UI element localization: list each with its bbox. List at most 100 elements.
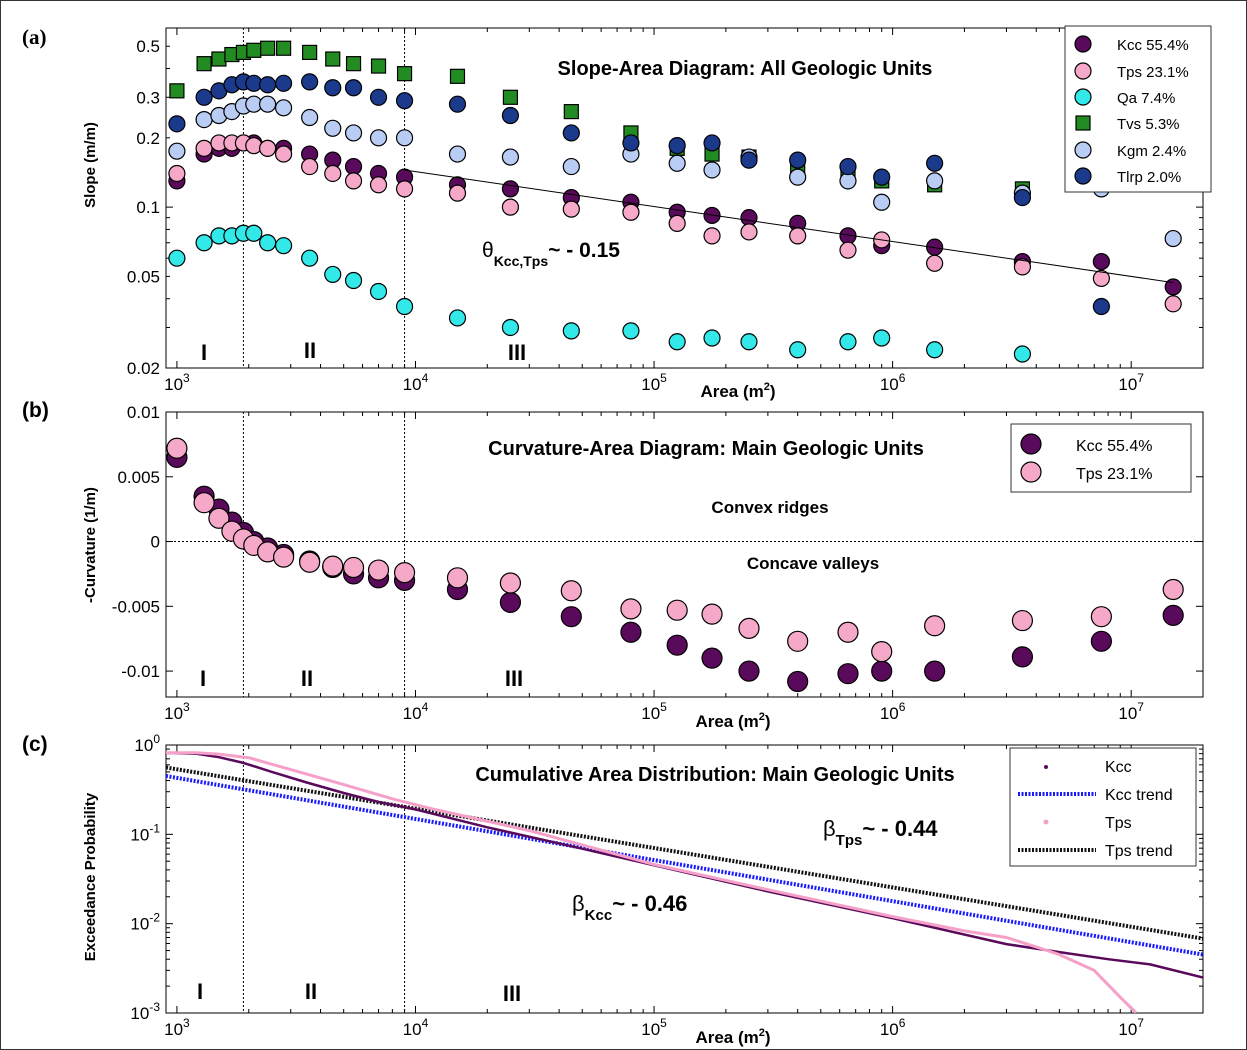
panel-c-region-1: I (197, 979, 203, 1004)
panel-a-point-tps (740, 223, 758, 241)
panel-a-point-tlrp (395, 92, 414, 110)
panel-a-point-tps (301, 157, 319, 176)
panel-a-point-qa (168, 249, 186, 267)
panel-b-xlabel: Area (m2) (695, 711, 770, 731)
panel-b-legend-kcc: Kcc 55.4% (1020, 433, 1152, 455)
panel-b-y-tick-label: -0.01 (121, 662, 160, 681)
panel-a-point-tlrp (562, 124, 580, 142)
panel-b-y-tick-label: 0.01 (127, 403, 160, 422)
panel-b-legend-tps: Tps 23.1% (1020, 461, 1152, 483)
panel-a-point-kgm (873, 193, 891, 211)
panel-c-x-tick-label: 103 (164, 1016, 190, 1039)
panel-b-point-tps (272, 546, 295, 568)
panel-b-point-tps (787, 630, 809, 652)
panel-a-y-tick-label: 0.3 (136, 88, 160, 107)
panel-c-data (166, 751, 1203, 1013)
panel-a-point-tlrp (448, 95, 467, 113)
panel-c-line-kcc (166, 751, 1203, 979)
panel-b-point-tps (738, 617, 760, 639)
panel-b-label: (b) (22, 399, 49, 422)
panel-b-point-tps (446, 567, 469, 589)
panel-c-y-tick-label: 10-3 (130, 1000, 160, 1023)
panel-a-point-qa (369, 282, 388, 301)
panel-c-legend: Kcc Kcc trend Tps Tps trend (1009, 747, 1197, 867)
panel-a-point-tps (195, 139, 213, 157)
panel-a-point-qa (562, 322, 580, 340)
panel-a-legend-tvs: Tvs 5.3% (1075, 115, 1180, 133)
panel-b-point-kcc (787, 670, 809, 693)
panel-a-point-tvs (449, 68, 466, 84)
panel-b-curvature-area: (b) -Curvature (1/m) 103 104 105 106 107 -0.0… (22, 399, 1204, 731)
panel-a-point-tps (1092, 269, 1110, 288)
panel-a-legend-kgm: Kgm 2.4% (1074, 141, 1186, 160)
panel-a-point-tps (245, 137, 263, 155)
panel-a-y-tick-label: 0.1 (136, 198, 160, 217)
panel-c-region-3: III (503, 981, 521, 1006)
panel-a-point-tps (324, 164, 342, 183)
panel-a-point-tlrp (873, 168, 891, 186)
panel-b-point-kcc (666, 634, 688, 656)
panel-a-point-qa (344, 271, 363, 290)
panel-b-point-tps (499, 572, 522, 594)
panel-c-y-tick-label: 10-2 (130, 911, 160, 934)
panel-a-point-kgm (1164, 229, 1182, 248)
panel-a-point-kgm (562, 157, 580, 176)
panel-c-ylabel: Exceedance Probability (82, 792, 99, 961)
panel-a-point-tvs (275, 40, 292, 56)
panel-a-point-tvs (169, 83, 185, 99)
panel-a-point-tps (259, 139, 277, 157)
panel-a-point-qa (301, 249, 319, 267)
panel-a-point-kgm (344, 124, 363, 142)
panel-c-y-tick-label: 100 (134, 732, 160, 755)
panel-c-x-tick-label: 106 (880, 1016, 906, 1039)
panel-b-point-tps (837, 621, 859, 643)
panel-a-point-qa (395, 297, 414, 316)
panel-a-point-kcc (501, 180, 520, 198)
panel-a-point-tps (839, 241, 857, 259)
panel-a-point-kgm (703, 161, 721, 179)
svg-text:Tps: Tps (1105, 815, 1132, 832)
panel-b-y-tick-label: -0.005 (112, 597, 160, 616)
panel-a-point-tlrp (668, 137, 686, 155)
panel-a-point-tlrp (1013, 188, 1032, 207)
panel-c-legend-kcc-trend: Kcc trend (1018, 787, 1173, 804)
panel-a-point-tlrp (274, 74, 293, 92)
panel-a-region-3: III (508, 340, 526, 365)
panel-b-region-3: III (505, 666, 523, 691)
panel-a-x-tick-label: 104 (403, 371, 429, 394)
svg-text:Qa 7.4%: Qa 7.4% (1117, 90, 1175, 107)
panel-a-point-tps (448, 184, 467, 202)
panel-a-point-qa (839, 333, 857, 351)
panel-a-label: (a) (22, 25, 47, 49)
panel-a-point-qa (259, 234, 277, 252)
panel-b-point-tps (322, 555, 344, 577)
svg-text:Kcc 55.4%: Kcc 55.4% (1076, 438, 1152, 455)
panel-b-point-kcc (871, 660, 893, 682)
panel-a-point-kcc (740, 209, 758, 227)
panel-b-point-tps (393, 562, 416, 584)
svg-text:Kcc trend: Kcc trend (1105, 787, 1173, 804)
panel-a-xlabel: Area (m2) (700, 381, 775, 401)
panel-b-point-tps (342, 556, 365, 579)
panel-c-beta-tps: βTps~ - 0.44 (823, 816, 938, 849)
panel-b-region-1: I (200, 666, 206, 691)
panel-a-point-tps (274, 145, 293, 163)
panel-a-point-tvs (502, 89, 519, 105)
panel-a-point-tlrp (501, 106, 520, 125)
panel-a-point-tvs (325, 51, 341, 67)
panel-a-point-tps (703, 227, 721, 245)
panel-a-legend-tlrp: Tlrp 2.0% (1074, 167, 1181, 186)
panel-c-line-kcc-trend (166, 774, 1203, 957)
svg-text:Kcc 55.4%: Kcc 55.4% (1117, 37, 1189, 54)
panel-b-plot-area: 103 104 105 106 107 -0.01 -0.005 0 0.005 0.01 (112, 403, 1204, 723)
panel-a-point-tlrp (259, 76, 277, 94)
panel-a-point-kcc (1092, 252, 1110, 271)
panel-a-point-qa (668, 333, 686, 351)
panel-b-x-tick-label: 105 (641, 700, 667, 723)
panel-b-x-tick-label: 107 (1118, 700, 1144, 723)
panel-c-xlabel: Area (m2) (695, 1027, 770, 1047)
panel-c-label: (c) (22, 733, 48, 756)
panel-a-point-tvs (260, 40, 276, 56)
panel-a-point-tlrp (789, 151, 807, 169)
panel-c-y-tick-label: 10-1 (130, 821, 160, 844)
